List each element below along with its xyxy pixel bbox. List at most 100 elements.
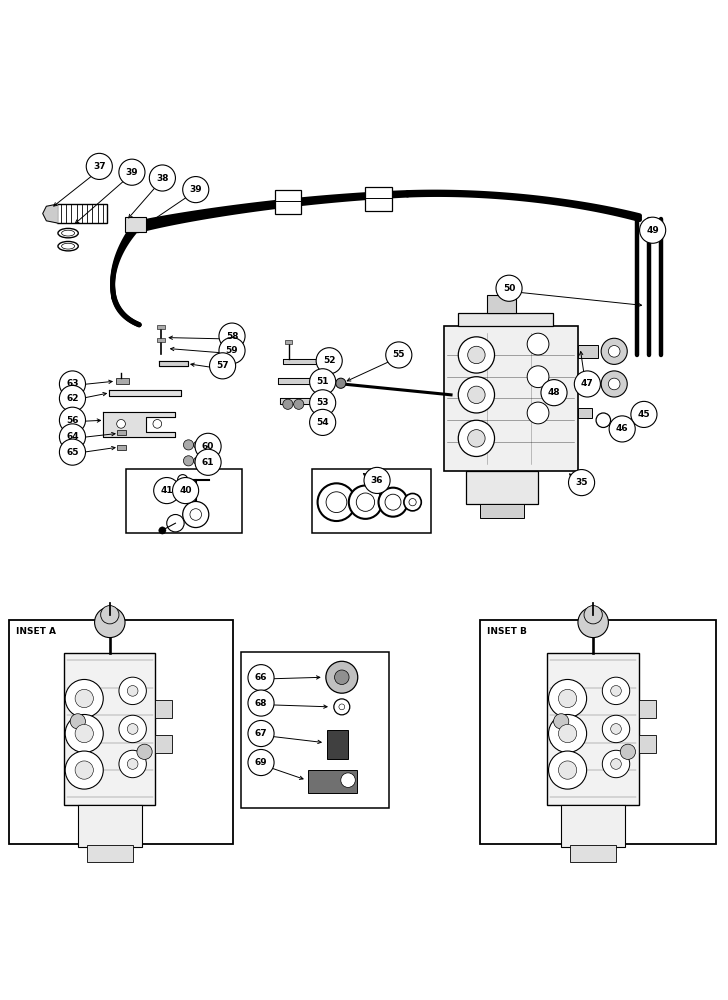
Circle shape bbox=[167, 515, 184, 532]
Bar bbox=[639, 735, 656, 753]
Circle shape bbox=[153, 420, 162, 428]
Circle shape bbox=[601, 371, 628, 397]
Text: 53: 53 bbox=[317, 398, 329, 407]
Circle shape bbox=[127, 759, 138, 769]
Circle shape bbox=[75, 724, 93, 743]
Circle shape bbox=[119, 750, 146, 778]
Circle shape bbox=[127, 686, 138, 696]
Circle shape bbox=[609, 346, 620, 357]
Bar bbox=[465, 471, 538, 504]
Polygon shape bbox=[159, 361, 189, 366]
Circle shape bbox=[349, 485, 382, 519]
Bar bbox=[639, 700, 656, 718]
Circle shape bbox=[119, 159, 145, 185]
Circle shape bbox=[75, 689, 93, 708]
Text: 57: 57 bbox=[216, 361, 229, 370]
Bar bbox=[308, 770, 357, 793]
Text: 40: 40 bbox=[179, 486, 192, 495]
Bar bbox=[274, 190, 301, 214]
Circle shape bbox=[86, 153, 112, 179]
Circle shape bbox=[293, 399, 304, 409]
Circle shape bbox=[611, 724, 621, 734]
Bar bbox=[327, 730, 347, 759]
Circle shape bbox=[385, 494, 401, 510]
Circle shape bbox=[459, 337, 494, 373]
Circle shape bbox=[527, 366, 549, 388]
Bar bbox=[285, 340, 292, 344]
Circle shape bbox=[317, 483, 355, 521]
Text: 52: 52 bbox=[323, 356, 336, 365]
Circle shape bbox=[548, 751, 587, 789]
Circle shape bbox=[248, 720, 274, 747]
Circle shape bbox=[60, 371, 85, 397]
Circle shape bbox=[316, 348, 342, 374]
Circle shape bbox=[386, 342, 412, 368]
Circle shape bbox=[248, 749, 274, 776]
Circle shape bbox=[620, 744, 636, 759]
Bar bbox=[9, 620, 234, 844]
Circle shape bbox=[75, 761, 93, 779]
Text: 41: 41 bbox=[160, 486, 173, 495]
Text: INSET A: INSET A bbox=[16, 627, 56, 636]
Bar bbox=[116, 378, 129, 384]
Circle shape bbox=[364, 467, 390, 493]
Circle shape bbox=[183, 501, 209, 528]
Circle shape bbox=[459, 420, 494, 456]
Circle shape bbox=[379, 488, 408, 517]
Polygon shape bbox=[278, 378, 313, 384]
Circle shape bbox=[334, 699, 349, 715]
Circle shape bbox=[190, 509, 202, 520]
Bar bbox=[312, 469, 432, 533]
Ellipse shape bbox=[62, 230, 75, 236]
Text: 68: 68 bbox=[255, 699, 267, 708]
Polygon shape bbox=[108, 390, 181, 396]
Circle shape bbox=[173, 478, 199, 504]
Circle shape bbox=[100, 606, 119, 624]
Text: INSET B: INSET B bbox=[487, 627, 527, 636]
Polygon shape bbox=[103, 412, 175, 437]
Circle shape bbox=[137, 744, 152, 759]
Circle shape bbox=[527, 402, 549, 424]
Circle shape bbox=[66, 751, 103, 789]
Circle shape bbox=[602, 750, 630, 778]
Bar bbox=[58, 204, 106, 223]
Circle shape bbox=[195, 449, 221, 475]
Bar bbox=[117, 430, 126, 435]
Circle shape bbox=[336, 378, 346, 388]
Bar bbox=[444, 326, 578, 471]
Text: 38: 38 bbox=[156, 174, 169, 183]
Circle shape bbox=[558, 761, 577, 779]
Ellipse shape bbox=[58, 228, 79, 238]
Circle shape bbox=[195, 433, 221, 459]
Bar bbox=[578, 345, 598, 358]
Circle shape bbox=[219, 338, 245, 364]
Polygon shape bbox=[43, 204, 58, 223]
Circle shape bbox=[248, 690, 274, 716]
Circle shape bbox=[95, 607, 125, 638]
Text: 50: 50 bbox=[503, 284, 515, 293]
Circle shape bbox=[194, 441, 201, 449]
Text: 63: 63 bbox=[66, 379, 79, 388]
Bar bbox=[578, 408, 593, 418]
Circle shape bbox=[159, 527, 166, 534]
Text: 55: 55 bbox=[392, 350, 405, 359]
Circle shape bbox=[584, 606, 602, 624]
Circle shape bbox=[178, 475, 188, 485]
Bar bbox=[547, 653, 639, 805]
Circle shape bbox=[335, 670, 349, 684]
Circle shape bbox=[183, 440, 194, 450]
Circle shape bbox=[60, 385, 85, 412]
Polygon shape bbox=[282, 359, 317, 364]
Bar bbox=[78, 805, 142, 847]
Text: 67: 67 bbox=[255, 729, 267, 738]
Circle shape bbox=[219, 323, 245, 349]
Circle shape bbox=[574, 371, 601, 397]
Circle shape bbox=[339, 704, 345, 710]
Circle shape bbox=[459, 377, 494, 413]
Text: 58: 58 bbox=[226, 332, 238, 341]
Circle shape bbox=[309, 390, 336, 416]
Circle shape bbox=[602, 677, 630, 705]
Circle shape bbox=[66, 679, 103, 718]
Circle shape bbox=[467, 430, 485, 447]
Text: 64: 64 bbox=[66, 432, 79, 441]
